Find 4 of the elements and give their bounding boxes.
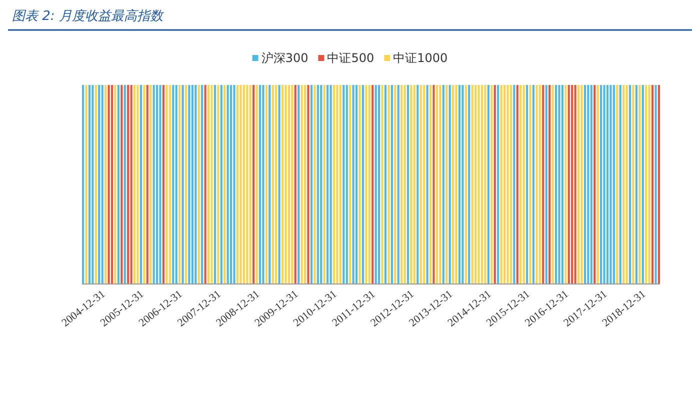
legend-label: 中证1000 [393, 51, 448, 65]
chart-title: 图表 2: 月度收益最高指数 [12, 8, 165, 24]
legend-label: 中证500 [327, 51, 374, 65]
legend-label: 沪深300 [261, 51, 308, 65]
